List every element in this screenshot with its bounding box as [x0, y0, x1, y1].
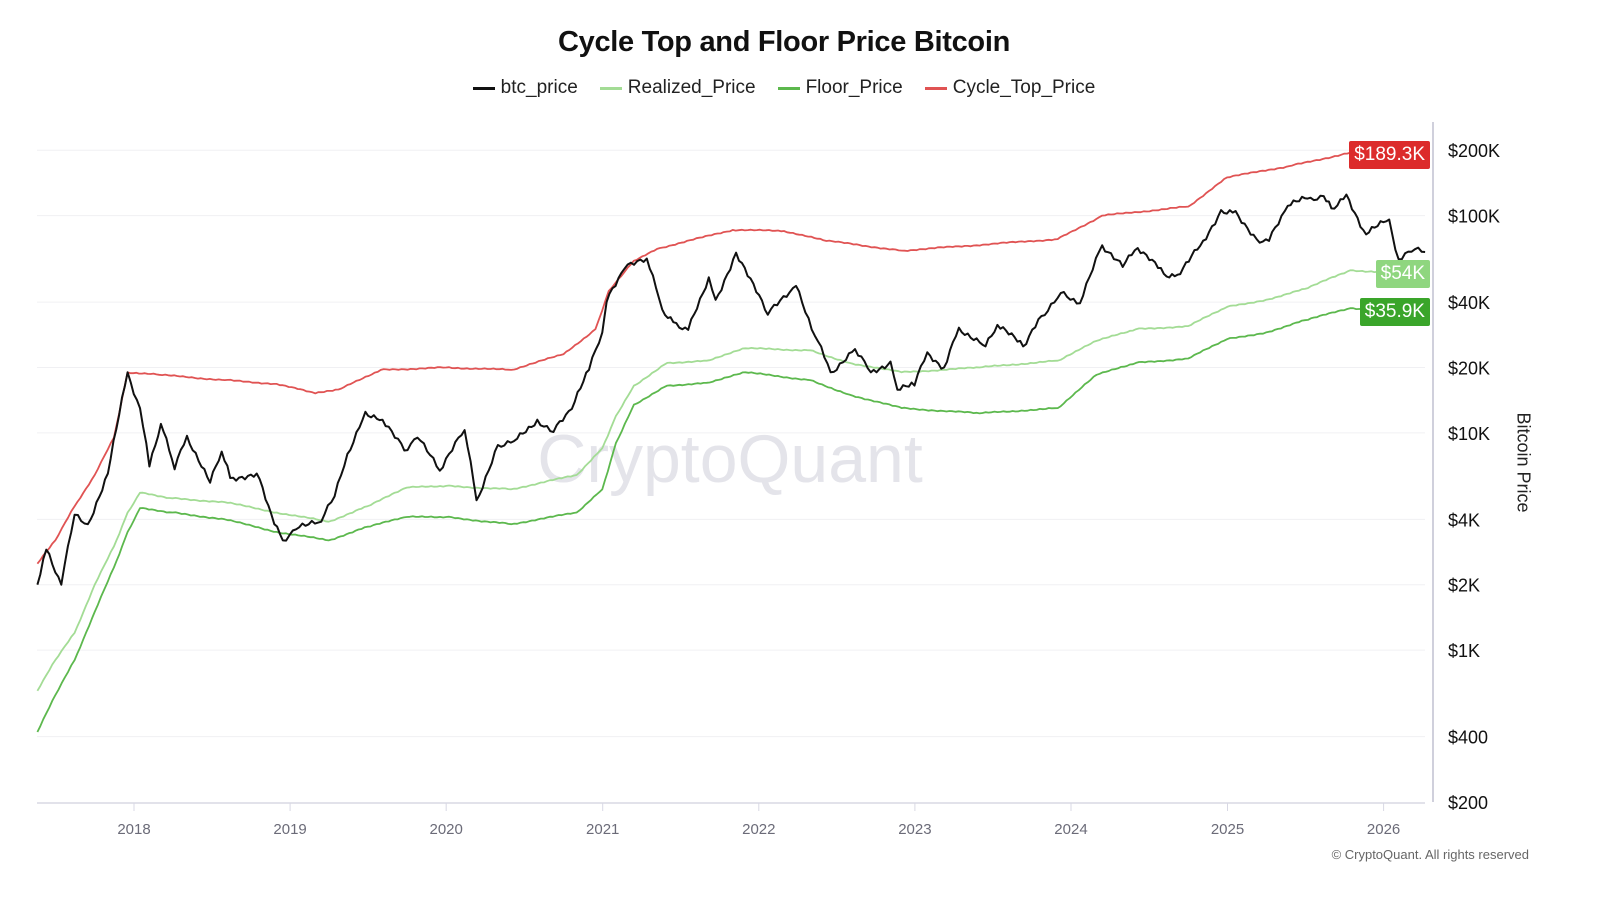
y-tick-label: $200K [1448, 141, 1500, 161]
floor-last-value-badge: $35.9K [1359, 298, 1430, 327]
y-tick-label: $40K [1448, 293, 1490, 313]
legend-swatch [924, 86, 947, 90]
y-tick-label: $10K [1448, 424, 1490, 444]
series-line-btc-price [36, 193, 1426, 586]
x-tick-label: 2024 [1054, 821, 1087, 838]
series-line-floor-price [36, 307, 1426, 733]
legend-label: Realized_Price [627, 77, 756, 98]
legend-item-btc-price[interactable]: btc_price [472, 77, 578, 99]
watermark-logo: CryptoQuant [537, 421, 923, 497]
cycle-top-last-value-badge: $189.3K [1349, 141, 1430, 170]
x-tick-label: 2023 [898, 821, 931, 838]
x-tick-label: 2018 [117, 821, 150, 838]
y-axis-title: Bitcoin Price [1513, 412, 1534, 513]
legend: btc_price Realized_Price Floor_Price Cyc… [0, 77, 1568, 99]
legend-item-floor-price[interactable]: Floor_Price [777, 77, 903, 99]
legend-label: Floor_Price [805, 77, 903, 98]
realized-last-value-badge: $54K [1375, 259, 1430, 288]
y-tick-label: $1K [1448, 641, 1480, 661]
chart-title: Cycle Top and Floor Price Bitcoin [557, 26, 1011, 58]
series-line-cycle-top-price [36, 151, 1426, 565]
x-tick-label: 2025 [1211, 821, 1244, 838]
x-tick-label: 2022 [742, 821, 775, 838]
legend-swatch [777, 86, 800, 90]
y-tick-label: $20K [1448, 358, 1490, 378]
legend-item-realized-price[interactable]: Realized_Price [599, 77, 756, 99]
y-tick-label: $100K [1448, 207, 1500, 227]
copyright: © CryptoQuant. All rights reserved [1331, 847, 1529, 862]
legend-item-cycle-top-price[interactable]: Cycle_Top_Price [924, 77, 1096, 99]
legend-label: Cycle_Top_Price [952, 77, 1096, 98]
y-tick-label: $2K [1448, 576, 1480, 596]
x-tick-label: 2020 [429, 821, 462, 838]
legend-swatch [472, 86, 495, 90]
legend-swatch [599, 86, 622, 90]
y-tick-label: $400 [1448, 728, 1488, 748]
y-tick-label: $200 [1448, 793, 1488, 813]
legend-label: btc_price [500, 77, 578, 98]
y-tick-label: $4K [1448, 510, 1480, 530]
x-tick-label: 2026 [1367, 821, 1400, 838]
x-tick-label: 2019 [273, 821, 306, 838]
x-tick-label: 2021 [586, 821, 619, 838]
